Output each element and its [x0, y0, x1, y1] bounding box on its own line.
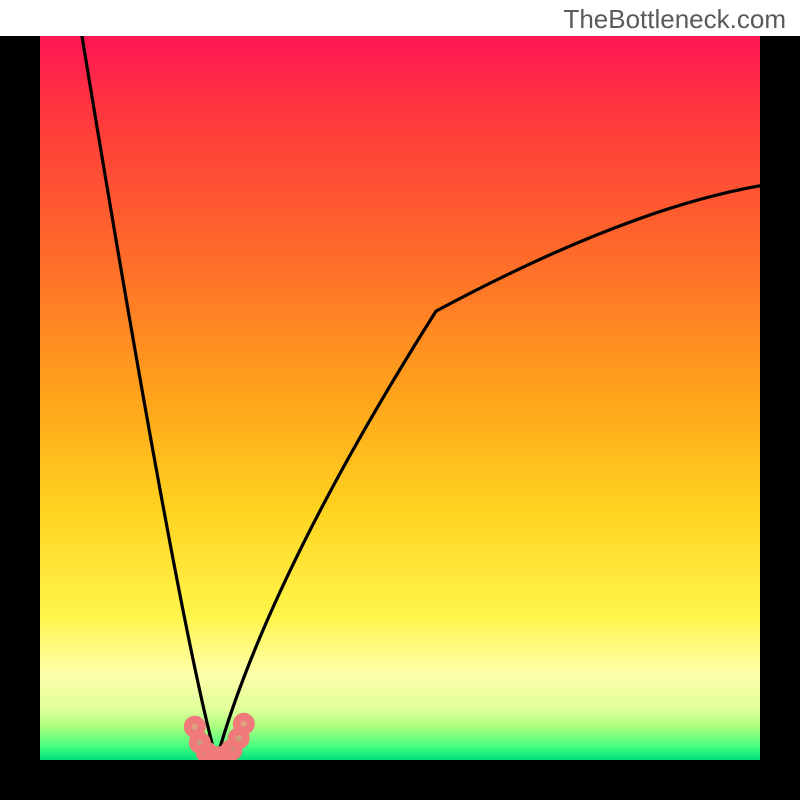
plot-gradient [40, 36, 760, 760]
watermark-text: TheBottleneck.com [563, 4, 786, 35]
chart-container: TheBottleneck.com [0, 0, 800, 800]
marker-point [237, 717, 251, 731]
marker-point [188, 720, 202, 734]
chart-svg [0, 0, 800, 800]
